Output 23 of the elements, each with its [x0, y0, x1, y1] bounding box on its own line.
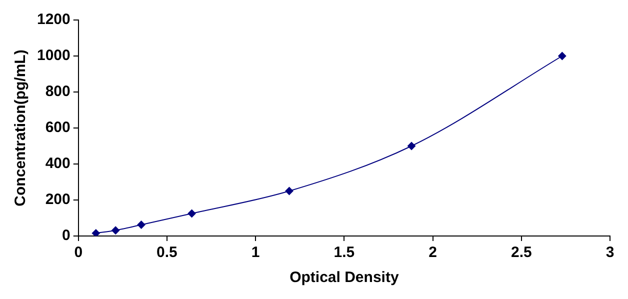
x-tick-label: 1 — [251, 244, 260, 262]
y-tick-label: 800 — [45, 83, 70, 100]
point — [92, 229, 100, 236]
y-tick-label: 0 — [62, 227, 70, 244]
y-axis-title: Concentration(pg/mL) — [12, 50, 30, 206]
point — [188, 210, 196, 218]
x-tick-label: 0.5 — [156, 244, 178, 262]
point — [137, 220, 146, 229]
x-axis-title: Optical Density — [290, 269, 400, 286]
point — [112, 226, 120, 234]
point — [285, 187, 294, 195]
x-tick-label: 2 — [428, 244, 437, 262]
point — [408, 142, 416, 150]
x-tick-label: 2.5 — [510, 244, 532, 262]
y-tick-label: 400 — [45, 155, 70, 172]
y-tick-label: 600 — [45, 119, 70, 136]
y-tick-label: 1000 — [36, 47, 70, 64]
point — [558, 52, 566, 60]
x-tick-label: 1.5 — [334, 244, 355, 262]
y-tick-label: 200 — [45, 191, 70, 208]
x-tick-label: 0 — [74, 244, 83, 262]
y-tick-label: 1200 — [36, 11, 70, 28]
x-tick-label: 3 — [606, 244, 614, 262]
